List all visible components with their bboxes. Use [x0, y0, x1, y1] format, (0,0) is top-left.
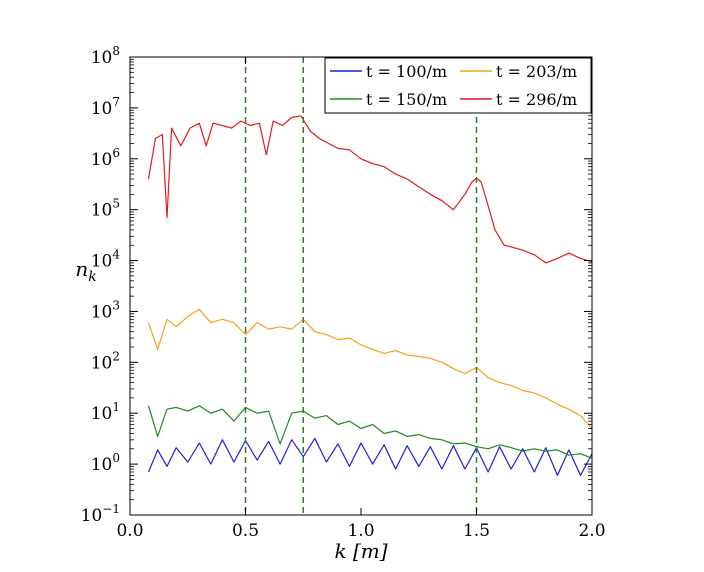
plot-frame [129, 56, 593, 516]
series-line-3 [147, 308, 592, 429]
x-axis-label: k [m] [334, 539, 387, 563]
series-line-1 [147, 437, 592, 476]
axis-ticks: 0.0 0.5 1.0 1.5 2.0 10−1 100 101 102 103 104 105 106… [81, 44, 606, 541]
y-tick-label: 104 [91, 248, 121, 272]
y-tick-label: 106 [91, 146, 120, 170]
y-tick-label: 10−1 [81, 502, 120, 526]
x-tick-label: 1.0 [347, 521, 374, 541]
reference-lines [244, 57, 478, 515]
legend: t = 100/m t = 150/m t = 203/m t = 296/m [324, 57, 592, 114]
y-tick-label: 107 [91, 95, 120, 119]
y-tick-label: 100 [91, 451, 120, 475]
y-axis-label: nk [75, 257, 96, 285]
x-tick-label: 0.5 [232, 521, 259, 541]
x-tick-label: 0.0 [116, 521, 143, 541]
legend-label: t = 150/m [366, 90, 447, 109]
y-tick-label: 108 [91, 44, 120, 68]
axis-labels: k [m] nk [75, 257, 387, 563]
plot-area [147, 115, 592, 476]
y-tick-label: 101 [91, 400, 120, 424]
x-tick-label: 1.5 [463, 521, 490, 541]
y-tick-label: 105 [91, 197, 120, 221]
legend-label: t = 296/m [496, 90, 577, 109]
x-tick-label: 2.0 [578, 521, 605, 541]
y-tick-label: 102 [91, 349, 120, 373]
legend-label: t = 100/m [366, 62, 447, 81]
y-tick-label: 103 [91, 298, 120, 322]
legend-box [324, 57, 592, 114]
series-line-2 [147, 405, 592, 459]
series-line-4 [147, 115, 592, 264]
legend-label: t = 203/m [496, 62, 577, 81]
